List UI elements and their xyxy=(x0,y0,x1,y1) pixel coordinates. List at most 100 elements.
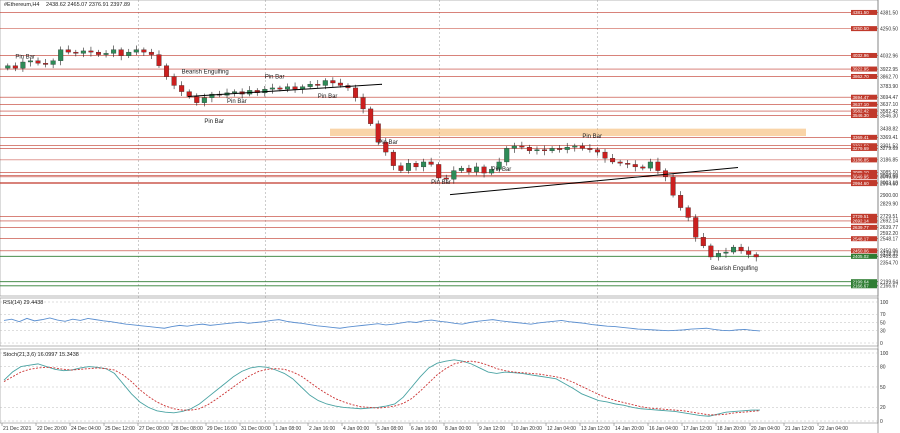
candle-body xyxy=(428,161,434,165)
candle-body xyxy=(572,145,578,148)
candle-body xyxy=(262,88,268,94)
candle-body xyxy=(519,145,525,148)
time-tick-label: 5 Jan 08:00 xyxy=(377,426,403,432)
rsi-tick-label: 50 xyxy=(880,320,886,326)
resistance-price-tag xyxy=(851,113,877,119)
candle-body xyxy=(285,86,290,90)
stoch-tick-label: 80 xyxy=(880,364,886,370)
candle-body xyxy=(383,142,389,153)
price-scale-label: 3637.10 xyxy=(880,102,898,108)
candle-body xyxy=(496,161,502,170)
resistance-price-tag-text: 2994.60 xyxy=(853,181,870,186)
candle-body xyxy=(360,97,366,110)
resistance-price-tag xyxy=(851,174,877,180)
candle-body xyxy=(443,177,449,180)
candle-body xyxy=(534,149,540,152)
candle-body xyxy=(194,96,200,103)
time-tick-label: 12 Jan 04:00 xyxy=(547,426,576,432)
resistance-price-tag xyxy=(851,224,877,230)
candle-body xyxy=(436,164,442,179)
time-tick-label: 28 Dec 08:00 xyxy=(173,426,203,432)
candle-body xyxy=(73,51,79,54)
resistance-price-tag-text: 3186.85 xyxy=(853,157,870,162)
candle-body xyxy=(35,60,41,64)
candle-body xyxy=(481,166,487,174)
candle-body xyxy=(20,61,26,69)
resistance-price-tag xyxy=(851,108,877,114)
candle-body xyxy=(723,251,729,254)
time-tick-label: 21 Dec 2021 xyxy=(3,426,32,432)
candle-body xyxy=(80,50,86,54)
candle-body xyxy=(148,51,154,55)
pattern-label: Pin Bar xyxy=(227,99,247,105)
candle-body xyxy=(186,91,192,97)
period-separators xyxy=(138,0,598,423)
rsi-tick-label: 30 xyxy=(880,329,886,335)
candle-body xyxy=(58,49,64,61)
candle-body xyxy=(587,148,593,150)
pattern-label: Pin Bar xyxy=(15,55,35,61)
trendline-lower xyxy=(449,167,739,196)
time-tick-label: 18 Jan 20:00 xyxy=(717,426,746,432)
time-tick-label: 17 Jan 12:00 xyxy=(683,426,712,432)
time-tick-label: 31 Dec 00:00 xyxy=(241,426,271,432)
resistance-price-tag-text: 2548.17 xyxy=(853,236,870,241)
resistance-price-tag-text: 3301.52 xyxy=(853,143,870,148)
resistance-price-tag-text: 2639.77 xyxy=(853,225,870,230)
resistance-price-tag-text: 4032.96 xyxy=(853,53,870,58)
resistance-price-tag-text: 3369.41 xyxy=(853,135,870,140)
candle-body xyxy=(43,63,49,65)
trendlines xyxy=(187,83,739,196)
price-axis: 4381.504250.504032.963922.953862.703694.… xyxy=(851,9,898,290)
price-scale-label: 3085.10 xyxy=(880,170,898,176)
price-scale-label: 2548.17 xyxy=(880,236,898,242)
resistance-price-tag-text: 3279.69 xyxy=(853,146,870,151)
candle-body xyxy=(126,51,132,56)
candle-body xyxy=(708,245,714,258)
candle-body xyxy=(640,166,646,169)
resistance-price-tag xyxy=(851,181,877,187)
resistance-price-tag xyxy=(851,236,877,242)
stoch-tick-label: 0 xyxy=(880,419,883,425)
resistance-price-tag xyxy=(851,169,877,175)
resistance-price-tag xyxy=(851,218,877,224)
candle-body xyxy=(715,253,721,258)
chart-symbol-label: #Ethereum,H4 xyxy=(4,2,39,8)
price-scale-label: 4032.96 xyxy=(880,53,898,59)
time-tick-label: 22 Dec 20:00 xyxy=(37,426,67,432)
price-scale-label: 3582.42 xyxy=(880,109,898,115)
candle-body xyxy=(474,166,479,172)
pattern-label: Pin Bar xyxy=(431,180,451,186)
price-scale-label: 3546.30 xyxy=(880,113,898,119)
candle-body xyxy=(511,145,517,149)
stoch-signal-line xyxy=(3,360,761,416)
resistance-price-tag xyxy=(851,145,877,151)
candle-body xyxy=(421,161,427,168)
candle-body xyxy=(693,217,699,238)
candle-body xyxy=(610,158,616,163)
candle-body xyxy=(375,123,381,143)
time-tick-label: 21 Jan 12:00 xyxy=(785,426,814,432)
candle-body xyxy=(670,176,676,196)
candle-body xyxy=(678,195,684,208)
support-price-tag-text: 2199.64 xyxy=(853,279,870,284)
rsi-indicator: 100 70 50 30 0 xyxy=(0,300,889,347)
price-scale-label: 3060.59 xyxy=(880,173,898,179)
resistance-price-tag xyxy=(851,134,877,140)
support-price-tag xyxy=(851,279,877,285)
price-scale-label: 3438.82 xyxy=(880,127,898,133)
support-price-tag xyxy=(851,283,877,289)
price-scale-label: 2994.60 xyxy=(880,181,898,187)
candle-body xyxy=(685,207,691,218)
candle-body xyxy=(232,91,238,94)
price-scale-label: 2428.32 xyxy=(880,251,898,257)
candle-body xyxy=(390,151,396,166)
price-scale-label: 3003.18 xyxy=(880,180,898,186)
supply-zone xyxy=(330,128,806,137)
candle-body xyxy=(12,65,18,69)
price-scale-label: 3922.95 xyxy=(880,67,898,73)
resistance-price-tag xyxy=(851,66,877,72)
pattern-label: Pin Bar xyxy=(318,94,338,100)
time-tick-label: 25 Dec 12:00 xyxy=(105,426,135,432)
price-scale-label: 2405.02 xyxy=(880,254,898,260)
